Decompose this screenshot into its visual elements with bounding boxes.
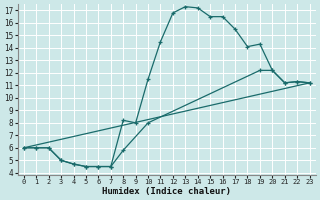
X-axis label: Humidex (Indice chaleur): Humidex (Indice chaleur) [102,187,231,196]
